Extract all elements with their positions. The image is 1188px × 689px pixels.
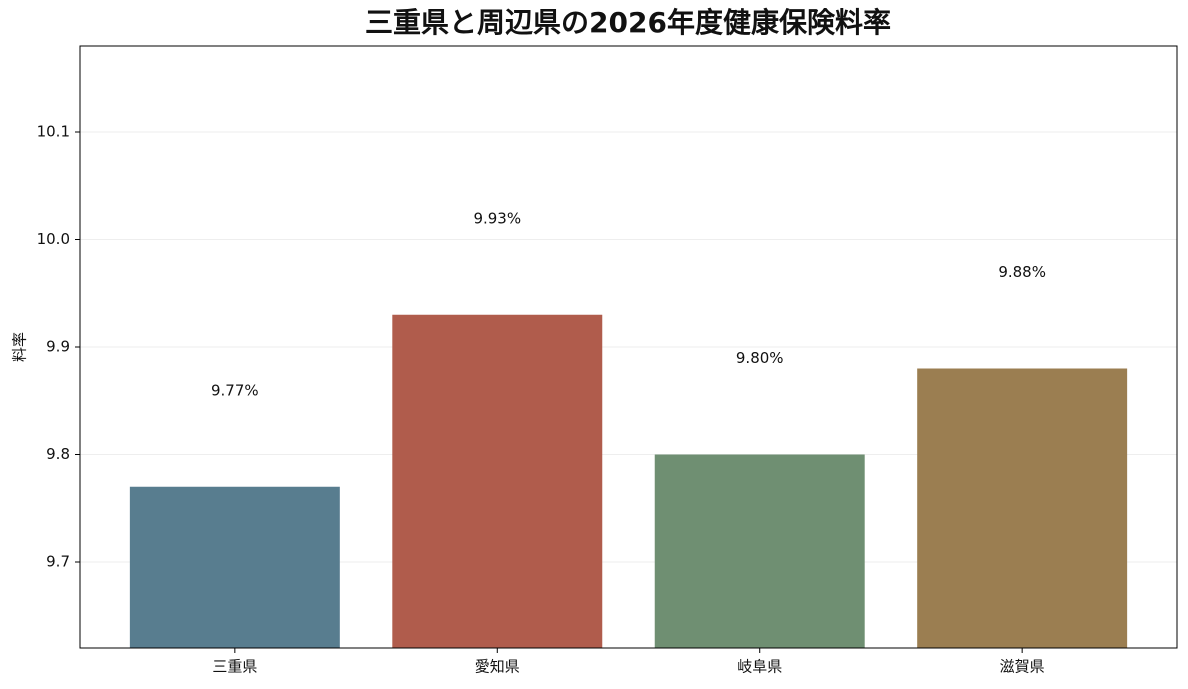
x-tick-label: 岐阜県 [737,658,782,676]
plot-frame [79,45,1178,649]
value-label: 9.88% [998,263,1046,281]
value-label: 9.77% [211,381,259,399]
bar [917,368,1128,648]
value-label: 9.80% [736,349,784,367]
value-label: 9.93% [473,209,521,227]
y-tick-label: 10.0 [37,230,70,248]
y-tick-label: 10.1 [37,123,70,141]
y-tick-label: 9.8 [46,445,70,463]
y-tick-label: 9.9 [46,338,70,356]
y-tick-label: 9.7 [46,553,70,571]
x-tick-label: 愛知県 [475,658,520,676]
bar [392,314,603,648]
chart-title: 三重県と周辺県の2026年度健康保険料率 [365,6,891,39]
bar [129,486,340,648]
x-tick-label: 滋賀県 [1000,658,1045,676]
y-axis-label: 料率 [11,332,29,362]
bar [654,454,865,648]
x-tick-label: 三重県 [212,658,257,676]
